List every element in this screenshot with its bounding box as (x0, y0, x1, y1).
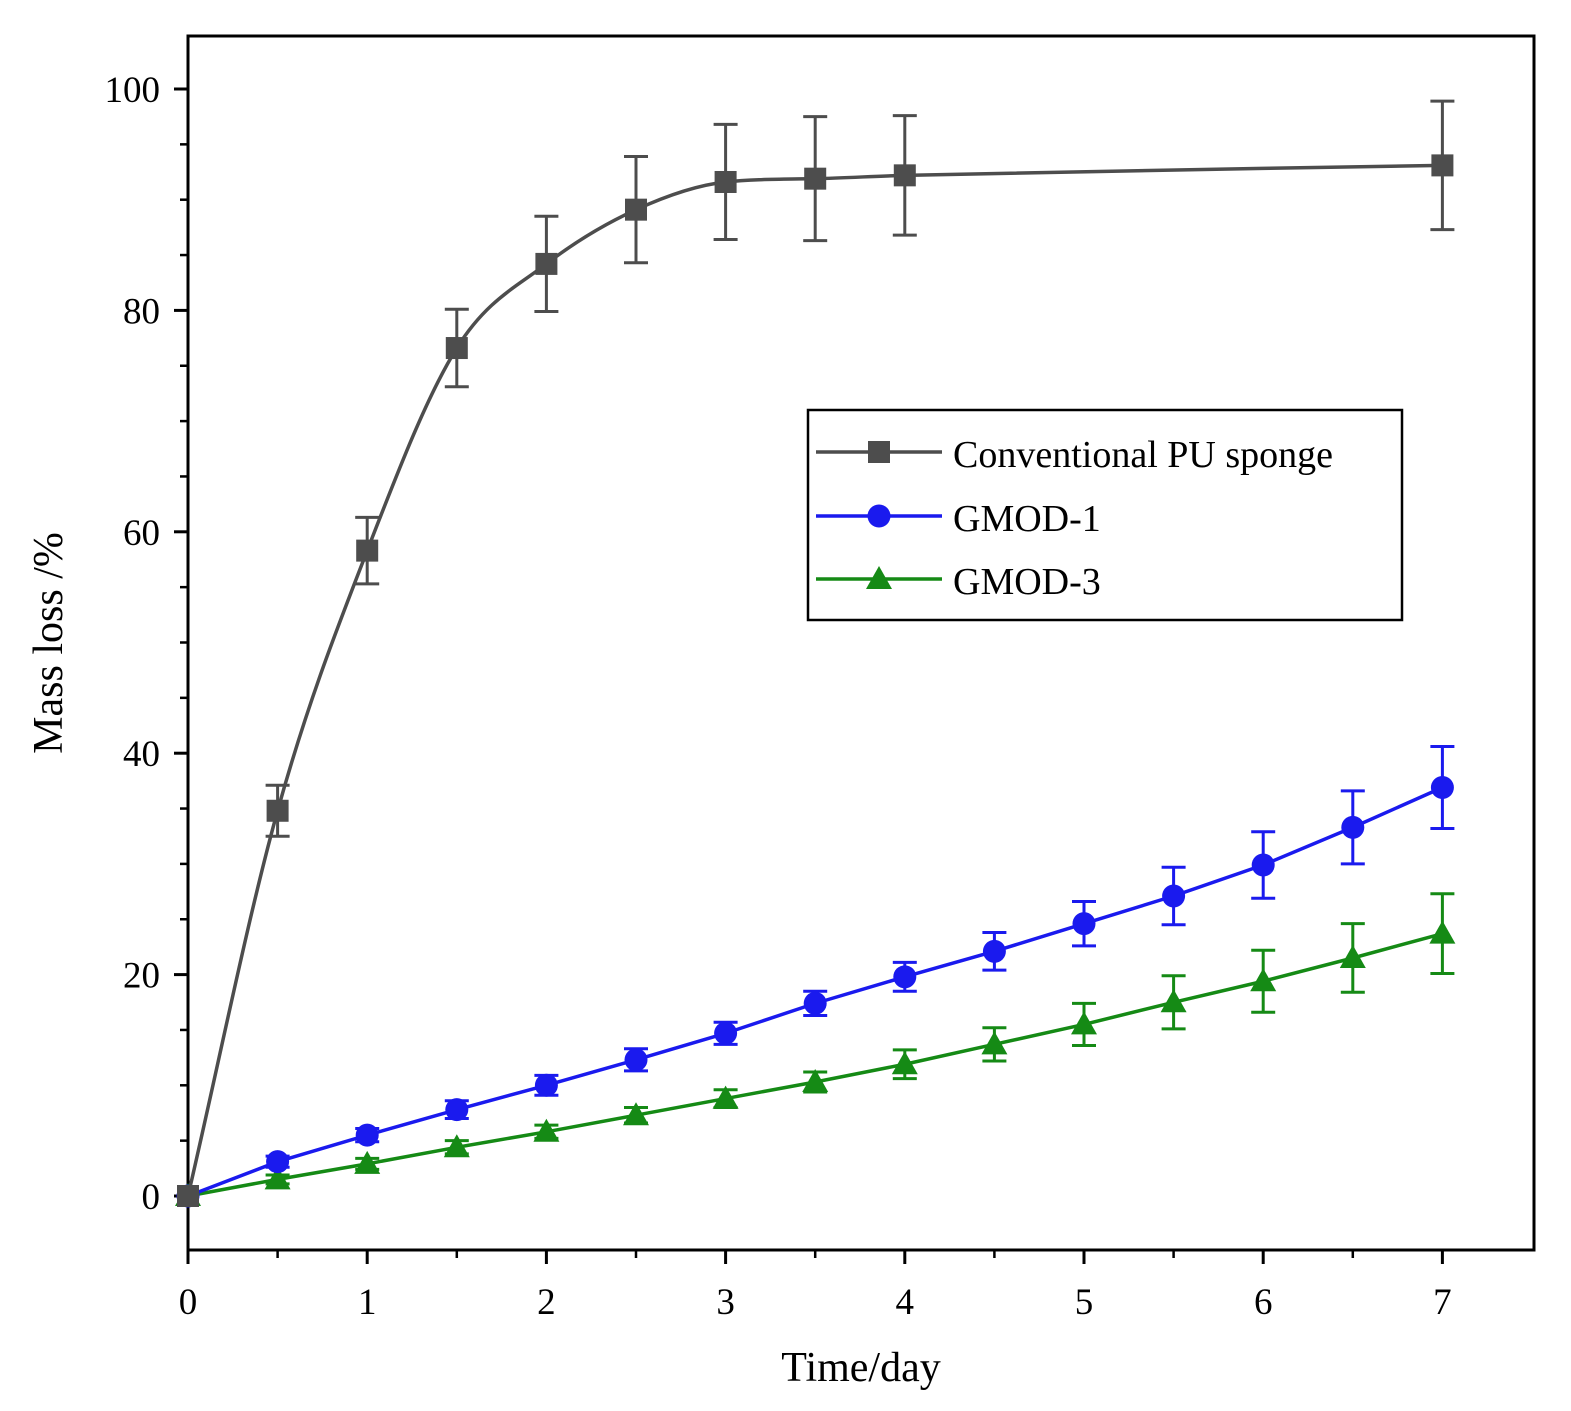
data-point (624, 1048, 648, 1072)
x-tick-label: 4 (896, 1282, 915, 1323)
y-axis-title: Mass loss /% (26, 532, 72, 754)
data-point (534, 1073, 558, 1097)
data-point (1251, 853, 1275, 877)
x-tick-label: 3 (716, 1282, 735, 1323)
data-point (982, 939, 1006, 963)
data-point (1429, 920, 1456, 944)
data-point (891, 1051, 918, 1075)
legend-label-gmod-1: GMOD-1 (953, 498, 1101, 540)
series-0-group (177, 99, 1455, 1207)
data-point (266, 799, 289, 822)
x-axis-title: Time/day (781, 1345, 940, 1391)
data-point (893, 164, 916, 187)
legend-entries (816, 441, 942, 589)
legend-marker-sample (867, 504, 891, 528)
y-tick-label: 20 (123, 956, 160, 997)
data-point (1341, 815, 1365, 839)
data-point (533, 1118, 560, 1142)
series-line (186, 163, 1443, 1197)
data-point (1339, 944, 1366, 968)
data-point (177, 1185, 199, 1207)
data-point (625, 198, 647, 221)
data-point (802, 1068, 829, 1092)
series-2-group (175, 892, 1456, 1206)
series-line (187, 931, 1443, 1198)
data-point (1072, 912, 1096, 936)
data-point (1160, 989, 1187, 1013)
data-point (1430, 776, 1454, 800)
plot-frame (186, 34, 1536, 1252)
data-point (803, 991, 827, 1015)
y-tick-label: 60 (123, 513, 160, 554)
data-point (1162, 884, 1186, 908)
data-point (1431, 154, 1454, 177)
data-point (1250, 968, 1277, 992)
data-point (535, 252, 558, 275)
data-point (356, 539, 379, 562)
legend-marker-sample (868, 441, 890, 463)
data-point (445, 337, 468, 360)
x-tick-label: 1 (358, 1282, 377, 1323)
y-tick-label: 40 (123, 734, 160, 775)
data-point (712, 1085, 739, 1109)
x-tick-label: 5 (1075, 1282, 1094, 1323)
data-point (1071, 1011, 1097, 1035)
y-tick-label: 100 (105, 70, 161, 111)
data-point (714, 1021, 738, 1045)
data-point (355, 1123, 379, 1147)
data-point (264, 1166, 291, 1190)
legend-label-gmod-3: GMOD-3 (953, 561, 1101, 603)
data-point (266, 1150, 290, 1174)
legend-marker-sample (866, 566, 892, 589)
data-point (445, 1098, 469, 1122)
x-tick-label: 7 (1433, 1282, 1452, 1323)
legend-label-conventional: Conventional PU sponge (953, 434, 1333, 476)
data-point (443, 1134, 470, 1158)
data-point (893, 965, 917, 989)
data-point (623, 1102, 649, 1126)
y-tick-label: 80 (123, 291, 160, 332)
series-1-group (176, 745, 1455, 1208)
data-point (354, 1150, 381, 1174)
y-tick-label: 0 (142, 1177, 161, 1218)
data-point (714, 170, 737, 193)
x-tick-label: 0 (179, 1282, 198, 1323)
series-layer (175, 99, 1456, 1208)
x-tick-label: 2 (537, 1282, 556, 1323)
data-point (804, 167, 827, 190)
axes-ticks: 0 1 2 3 4 5 6 7 0 20 40 60 80 100 (105, 70, 1452, 1323)
legend: Conventional PU sponge GMOD-1 GMOD-3 (806, 408, 1404, 622)
x-tick-label: 6 (1254, 1282, 1273, 1323)
data-point (981, 1031, 1008, 1055)
